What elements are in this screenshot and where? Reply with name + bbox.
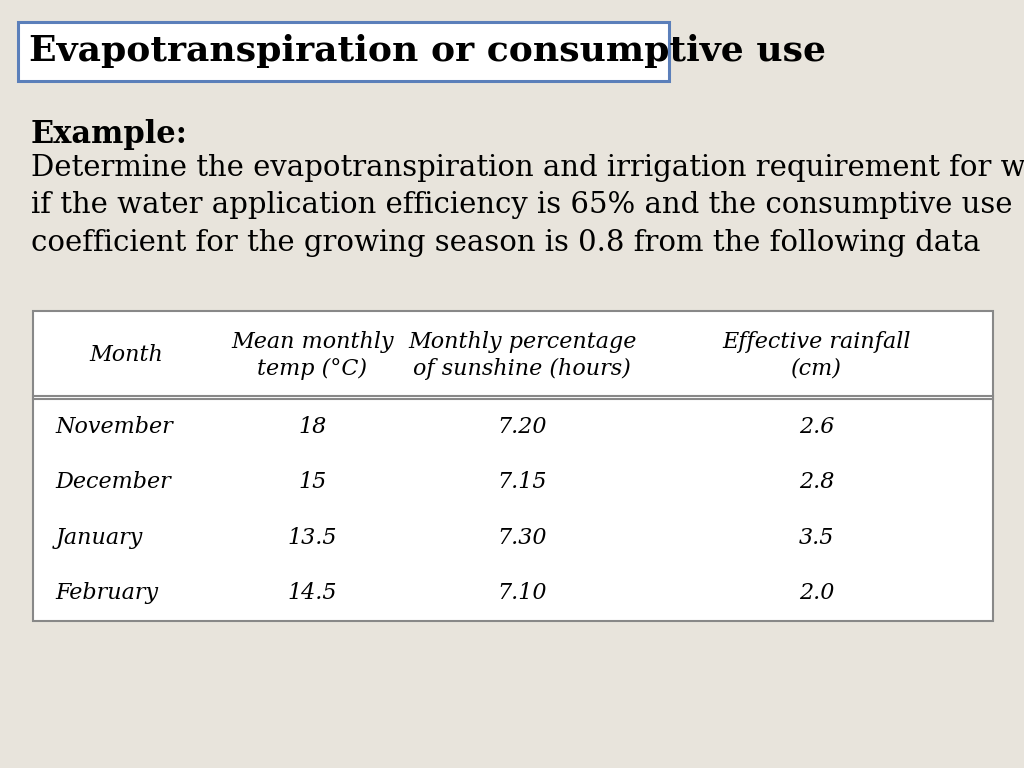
Text: 15: 15 — [298, 472, 327, 493]
Text: 14.5: 14.5 — [288, 582, 337, 604]
Text: Evapotranspiration or consumptive use: Evapotranspiration or consumptive use — [29, 34, 825, 68]
Text: 2.8: 2.8 — [799, 472, 835, 493]
Text: Monthly percentage
of sunshine (hours): Monthly percentage of sunshine (hours) — [408, 330, 637, 380]
Text: January: January — [55, 527, 142, 548]
Text: 18: 18 — [298, 416, 327, 438]
FancyBboxPatch shape — [18, 22, 669, 81]
Text: 3.5: 3.5 — [799, 527, 835, 548]
Text: February: February — [55, 582, 159, 604]
Text: Determine the evapotranspiration and irrigation requirement for wheat,
if the wa: Determine the evapotranspiration and irr… — [31, 154, 1024, 257]
Text: 13.5: 13.5 — [288, 527, 337, 548]
FancyBboxPatch shape — [33, 311, 993, 621]
Text: 7.10: 7.10 — [498, 582, 547, 604]
Text: Effective rainfall
(cm): Effective rainfall (cm) — [722, 331, 911, 379]
Text: 2.6: 2.6 — [799, 416, 835, 438]
Text: December: December — [55, 472, 171, 493]
Text: Month: Month — [89, 344, 164, 366]
Text: Example:: Example: — [31, 119, 187, 150]
Text: November: November — [55, 416, 173, 438]
Text: Mean monthly
temp (°C): Mean monthly temp (°C) — [231, 330, 393, 380]
Text: 2.0: 2.0 — [799, 582, 835, 604]
Text: 7.20: 7.20 — [498, 416, 547, 438]
Text: 7.30: 7.30 — [498, 527, 547, 548]
Text: 7.15: 7.15 — [498, 472, 547, 493]
